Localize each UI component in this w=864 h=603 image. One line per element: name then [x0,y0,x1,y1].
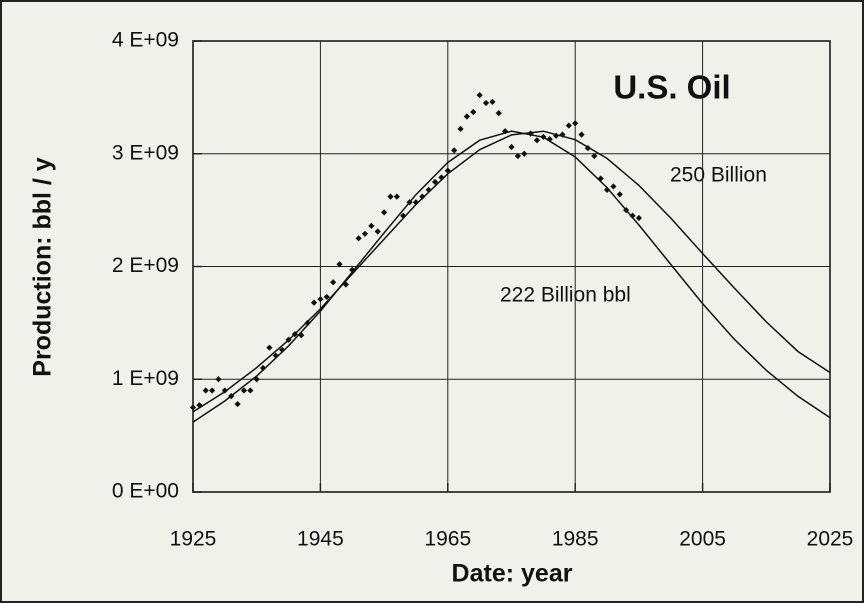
data-point [221,387,228,394]
curve-label: 222 Billion bbl [500,284,631,307]
data-point [266,344,273,351]
data-point [361,230,369,237]
data-point [438,174,445,181]
data-point [380,209,388,216]
data-point [202,387,209,394]
y-tick-label: 3 E+09 [112,141,179,164]
data-point [304,319,311,326]
x-tick-label: 2005 [679,528,726,551]
y-tick-label: 2 E+09 [112,254,179,277]
curve [192,130,831,413]
y-tick-label: 4 E+09 [112,29,179,52]
data-point [336,261,343,268]
data-point [349,266,356,273]
data-point [298,332,305,339]
data-point [285,336,292,343]
x-tick-label: 1945 [297,528,344,551]
x-tick-label: 2025 [807,528,854,551]
data-point [272,352,279,359]
data-point [317,296,324,303]
data-point [253,376,260,383]
data-point [240,387,248,394]
data-point [291,331,299,338]
data-point [342,281,349,288]
data-point [323,293,330,301]
x-tick-label: 1925 [170,528,217,551]
data-point [508,143,515,151]
data-point [259,364,267,372]
data-point [444,167,451,174]
data-point [330,279,337,286]
y-tick-label: 0 E+00 [112,480,179,503]
data-point [310,299,318,306]
y-axis-label: Production: bbl / y [29,157,57,377]
x-tick-label: 1965 [424,528,471,551]
x-axis-label: Date: year [452,560,573,588]
data-point [279,346,286,354]
x-tick-label: 1985 [552,528,599,551]
curve-label: 250 Billion [670,164,767,187]
y-tick-label: 1 E+09 [112,367,179,390]
chart-title: U.S. Oil [613,69,730,106]
